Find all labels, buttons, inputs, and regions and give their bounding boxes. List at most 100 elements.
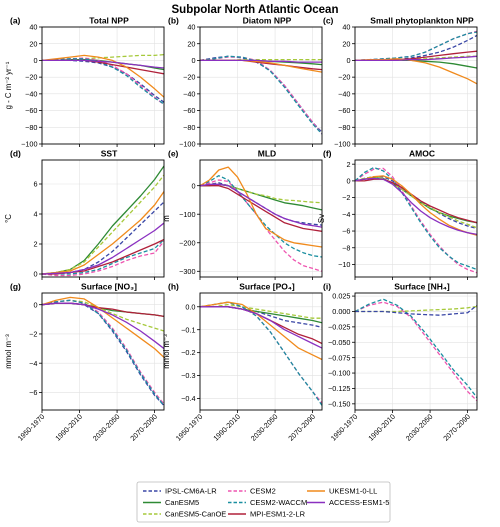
y-tick-label: 20 [187,39,195,48]
panel-b: 40 20 0 −20 −40 −60 −80 −100 (b) Diatom NPP [168,16,323,149]
series-line-cesm2 [42,240,164,277]
panel-label: (a) [10,16,21,26]
y-tick-label: 0.000 [332,307,350,316]
x-tick-label: 2030-2050 [249,412,280,443]
plot-frame [199,26,323,145]
series-line-ukesm1-0-ll [355,58,477,85]
y-tick-label: −100 [334,140,350,149]
y-tick-label: −0.100 [328,369,351,378]
series-line-access-esm1-5 [42,222,164,275]
x-tick-label: 1950-1970 [16,412,47,443]
panel-label: (e) [168,149,179,159]
y-tick-label: 40 [187,23,195,32]
series-line-cesm2-waccm [200,175,322,258]
y-tick-label: −20 [25,73,37,82]
x-tick-label: 1990-2010 [211,412,242,443]
series-line-cesm2 [355,301,477,402]
series-line-cesm2-waccm [42,239,164,275]
y-tick-label: −80 [25,123,37,132]
panel-label: (f) [323,149,332,159]
panel-e: 0 −100 −200 −300 (e) MLD m [162,149,323,280]
series-group [42,53,164,106]
y-tick-label: −4 [342,210,350,219]
series-line-canesm5-canoe [200,183,322,204]
series-line-cesm2 [42,299,164,405]
plot-frame [354,26,478,145]
panel-label: (g) [10,282,21,292]
x-tick-label: 2070-2090 [441,412,472,443]
series-group [42,296,164,407]
y-tick-label: 20 [342,39,350,48]
legend-label-cesm2-waccm: CESM2-WACCM [250,498,307,507]
series-group [355,30,477,85]
y-axis-label: °C [4,214,13,223]
series-line-cesm2-waccm [355,31,477,62]
legend-label-cesm2: CESM2 [250,487,276,496]
y-tick-label: −4 [29,359,37,368]
series-group [355,166,477,274]
y-tick-label: 0.025 [332,292,350,301]
y-tick-label: −60 [25,106,37,115]
x-tick-label: 2070-2090 [286,412,317,443]
x-tick-label: 2030-2050 [91,412,122,443]
y-tick-label: −100 [179,140,195,149]
series-line-ukesm1-0-ll [200,301,322,361]
panel-title: MLD [258,149,276,159]
panel-label: (b) [168,16,179,26]
panel-c: 40 20 0 −20 −40 −60 −80 −100 (c) Small phytoplank… [323,16,478,149]
series-line-ipsl-cm6a-lr [355,34,477,62]
y-tick-label: −80 [183,123,195,132]
series-line-ipsl-cm6a-lr [42,302,164,407]
series-line-ukesm1-0-ll [200,166,322,248]
plot-frame [354,292,478,411]
y-tick-label: −200 [179,238,195,247]
series-line-cesm2-waccm [355,166,477,271]
panel-title: Surface [PO₄] [239,282,295,292]
series-line-access-esm1-5 [200,59,322,63]
y-tick-label: −80 [338,123,350,132]
y-tick-label: −0.4 [181,394,195,403]
y-tick-label: −0.2 [181,348,195,357]
series-line-cesm2-waccm [42,299,164,407]
plot-frame [199,159,323,278]
series-line-ipsl-cm6a-lr [200,182,322,226]
x-tick-label: 1990-2010 [53,412,84,443]
y-tick-label: −6 [342,227,350,236]
panel-a: 40 20 0 −20 −40 −60 −80 −100 (a) Total NPP g - C m… [4,16,165,149]
y-tick-label: −100 [21,140,37,149]
panel-d: 6 4 2 0 (d) SST °C [4,149,165,280]
y-tick-label: 40 [342,23,350,32]
plot-frame [41,26,165,145]
series-line-access-esm1-5 [200,306,322,349]
plot-frame [41,159,165,278]
series-line-mpi-esm1-2-lr [42,59,164,75]
y-axis-label: g - C m⁻² yr⁻¹ [4,61,13,109]
y-tick-label: −8 [342,243,350,252]
series-line-mpi-esm1-2-lr [42,238,164,275]
figure-title: Subpolar North Atlantic Ocean [172,4,339,16]
panel-title: Diatom NPP [243,16,292,26]
series-line-ipsl-cm6a-lr [355,304,477,316]
panel-title: AMOC [409,149,435,159]
y-tick-label: 40 [29,23,37,32]
x-tick-label: 2030-2050 [404,412,435,443]
panel-label: (d) [10,149,21,159]
y-tick-label: 0 [191,56,195,65]
y-tick-label: 0 [346,56,350,65]
series-line-access-esm1-5 [200,183,322,228]
y-tick-label: −60 [338,106,350,115]
series-line-mpi-esm1-2-lr [355,178,477,224]
panel-label: (h) [168,282,179,292]
y-tick-label: 0 [191,181,195,190]
series-line-access-esm1-5 [355,55,477,62]
panel-f: 2 0 −2 −4 −6 −8 −10 (f) AMOC Sv [317,149,478,280]
series-line-canesm5-canoe [42,174,164,275]
y-axis-label: m [162,215,171,222]
y-tick-label: 2 [346,160,350,169]
legend-frame [136,481,391,523]
legend-label-canesm5: CanESM5 [165,498,199,507]
series-line-cesm2 [355,167,477,274]
series-line-cesm2-waccm [200,55,322,135]
legend-label-ukesm1-0-ll: UKESM1-0-LL [329,487,377,496]
